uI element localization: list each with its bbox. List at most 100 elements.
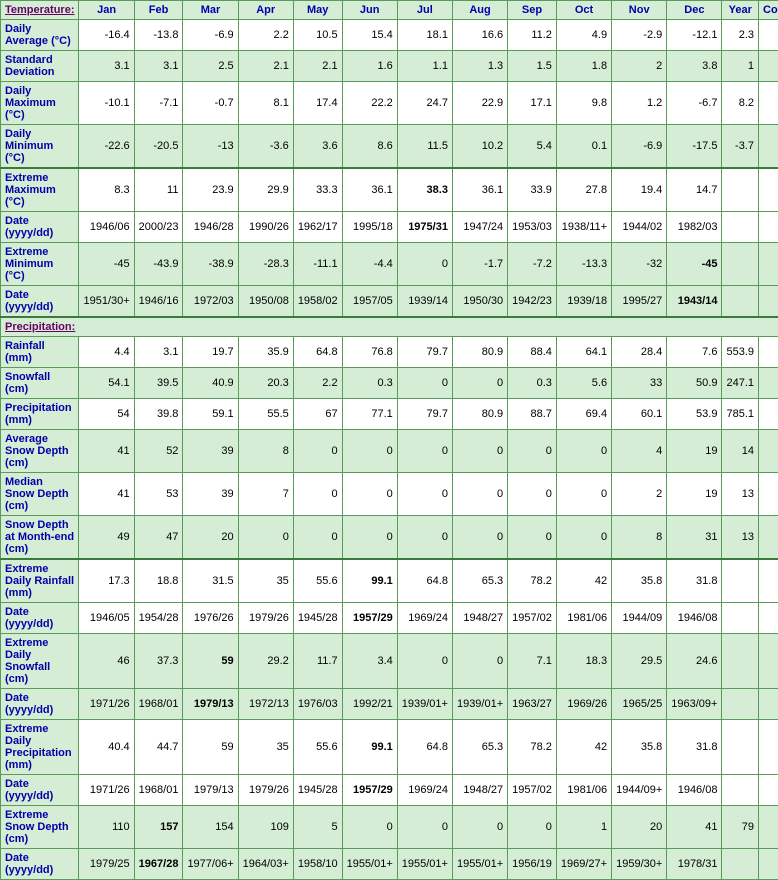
cell: 0 — [556, 430, 611, 473]
cell: 0 — [452, 634, 507, 689]
cell: 1951/30+ — [79, 286, 134, 318]
cell: 19.4 — [612, 168, 667, 212]
cell: 65.3 — [452, 720, 507, 775]
cell: 1971/26 — [79, 689, 134, 720]
table-row: Precipitation: — [1, 317, 778, 337]
cell: 1957/29 — [342, 603, 397, 634]
cell: 109 — [238, 806, 293, 849]
cell: 1.1 — [397, 51, 452, 82]
cell: 4.9 — [556, 20, 611, 51]
cell: 99.1 — [342, 720, 397, 775]
cell: 8 — [612, 516, 667, 560]
header-sep: Sep — [508, 1, 557, 20]
cell: 1942/23 — [508, 286, 557, 318]
cell: -16.4 — [79, 20, 134, 51]
cell: 1995/27 — [612, 286, 667, 318]
cell: -43.9 — [134, 243, 183, 286]
cell: 88.7 — [508, 399, 557, 430]
cell: 17.1 — [508, 82, 557, 125]
cell — [722, 689, 759, 720]
table-row: Median Snow Depth (cm)415339700000021913… — [1, 473, 778, 516]
cell: A — [759, 125, 778, 169]
cell: 1958/10 — [293, 849, 342, 880]
cell: 1979/13 — [183, 689, 238, 720]
cell: 1975/31 — [397, 212, 452, 243]
cell: 44.7 — [134, 720, 183, 775]
section-header: Precipitation: — [1, 317, 778, 337]
cell: 18.3 — [556, 634, 611, 689]
cell: 8.3 — [79, 168, 134, 212]
cell: 31.8 — [667, 559, 722, 603]
cell: A — [759, 20, 778, 51]
cell: 24.6 — [667, 634, 722, 689]
cell: 1946/08 — [667, 603, 722, 634]
cell: 0 — [556, 473, 611, 516]
cell: 0 — [397, 368, 452, 399]
table-row: Daily Minimum (°C)-22.6-20.5-13-3.63.68.… — [1, 125, 778, 169]
cell: 0 — [508, 430, 557, 473]
table-row: Extreme Snow Depth (cm)11015715410950000… — [1, 806, 778, 849]
cell: 8.2 — [722, 82, 759, 125]
table-row: Snowfall (cm)54.139.540.920.32.20.3000.3… — [1, 368, 778, 399]
cell: -45 — [79, 243, 134, 286]
cell: 40.9 — [183, 368, 238, 399]
cell: 1955/01+ — [452, 849, 507, 880]
cell: 20.3 — [238, 368, 293, 399]
cell: 29.9 — [238, 168, 293, 212]
table-row: Average Snow Depth (cm)41523980000004191… — [1, 430, 778, 473]
cell: -20.5 — [134, 125, 183, 169]
cell: 19 — [667, 430, 722, 473]
cell: 0 — [342, 473, 397, 516]
cell: 80.9 — [452, 399, 507, 430]
cell — [722, 849, 759, 880]
cell: 15.4 — [342, 20, 397, 51]
cell: -7.2 — [508, 243, 557, 286]
cell: 31 — [667, 516, 722, 560]
cell: 0 — [556, 516, 611, 560]
cell — [722, 775, 759, 806]
cell: 14.7 — [667, 168, 722, 212]
cell: 0 — [397, 430, 452, 473]
cell: 3.6 — [293, 125, 342, 169]
row-label: Rainfall (mm) — [1, 337, 79, 368]
row-label: Date (yyyy/dd) — [1, 775, 79, 806]
cell: 52 — [134, 430, 183, 473]
cell: 99.1 — [342, 559, 397, 603]
cell: 13 — [722, 473, 759, 516]
table-row: Date (yyyy/dd)1946/062000/231946/281990/… — [1, 212, 778, 243]
table-row: Snow Depth at Month-end (cm)494720000000… — [1, 516, 778, 560]
cell: 1968/01 — [134, 689, 183, 720]
cell: 64.1 — [556, 337, 611, 368]
table-row: Extreme Minimum (°C)-45-43.9-38.9-28.3-1… — [1, 243, 778, 286]
cell: 79.7 — [397, 337, 452, 368]
cell — [759, 849, 778, 880]
cell: -10.1 — [79, 82, 134, 125]
cell: 59 — [183, 720, 238, 775]
cell: 1 — [722, 51, 759, 82]
cell: 37.3 — [134, 634, 183, 689]
cell: -45 — [667, 243, 722, 286]
cell: 78.2 — [508, 559, 557, 603]
cell — [759, 720, 778, 775]
cell: 0 — [508, 806, 557, 849]
cell: 1957/29 — [342, 775, 397, 806]
cell: -0.7 — [183, 82, 238, 125]
cell: 2.3 — [722, 20, 759, 51]
cell: -6.9 — [612, 125, 667, 169]
cell: 55.5 — [238, 399, 293, 430]
cell: 9.8 — [556, 82, 611, 125]
cell: 49 — [79, 516, 134, 560]
cell: 7.6 — [667, 337, 722, 368]
cell: 0.3 — [342, 368, 397, 399]
cell: -3.6 — [238, 125, 293, 169]
cell: 0 — [452, 806, 507, 849]
cell: 64.8 — [293, 337, 342, 368]
cell: 1954/28 — [134, 603, 183, 634]
cell — [722, 212, 759, 243]
cell: 0.1 — [556, 125, 611, 169]
cell: 31.8 — [667, 720, 722, 775]
table-row: Precipitation (mm)5439.859.155.56777.179… — [1, 399, 778, 430]
cell: 1944/02 — [612, 212, 667, 243]
cell: -22.6 — [79, 125, 134, 169]
cell: 11.7 — [293, 634, 342, 689]
